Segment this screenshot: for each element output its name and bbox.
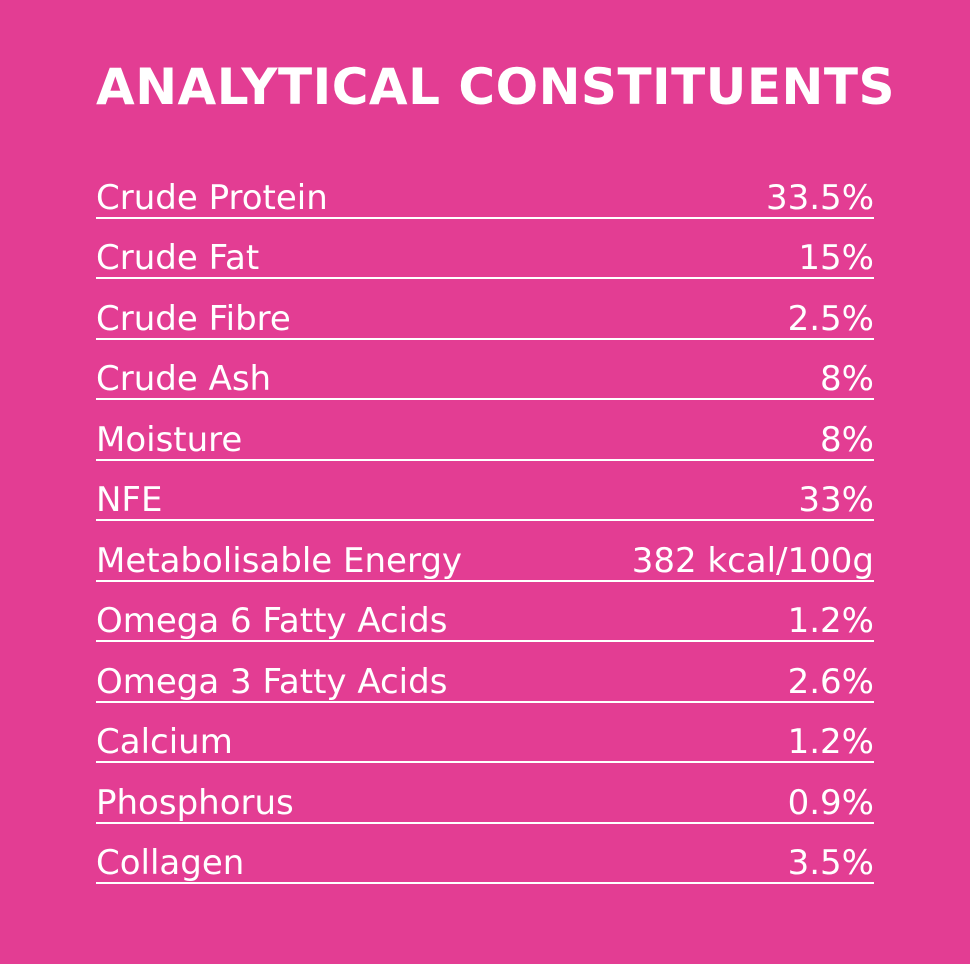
table-row: Collagen 3.5%	[96, 824, 874, 884]
label: Crude Fat	[96, 238, 260, 278]
value: 1.2%	[787, 722, 874, 762]
label: Metabolisable Energy	[96, 540, 463, 581]
label: Omega 3 Fatty Acids	[96, 661, 448, 702]
table-row: Omega 6 Fatty Acids 1.2%	[96, 582, 874, 642]
value: 1.2%	[787, 601, 874, 641]
value: 33.5%	[765, 177, 874, 218]
label: Crude Protein	[96, 177, 328, 218]
table-row: Moisture 8%	[96, 400, 874, 461]
value: 2.6%	[787, 661, 874, 702]
label: Collagen	[96, 843, 245, 883]
table-row: Crude Fat 15%	[96, 219, 874, 279]
value: 2.5%	[787, 298, 874, 339]
table-row: Phosphorus 0.9%	[96, 763, 874, 824]
value: 33%	[798, 480, 874, 520]
label: Crude Fibre	[96, 298, 291, 339]
value: 0.9%	[787, 782, 874, 823]
label: NFE	[96, 480, 163, 520]
label: Calcium	[96, 722, 233, 762]
table: Crude Protein 33.5% Crude Fat 15% Crude Fibr…	[96, 158, 874, 884]
value: 8%	[820, 419, 874, 460]
title: ANALYTICAL CONSTITUENTS	[96, 58, 895, 116]
table-row: Crude Protein 33.5%	[96, 158, 874, 219]
value: 382 kcal/100g	[631, 540, 874, 581]
label: Omega 6 Fatty Acids	[96, 601, 448, 641]
label: Phosphorus	[96, 782, 294, 823]
table-row: Omega 3 Fatty Acids 2.6%	[96, 642, 874, 703]
value: 3.5%	[787, 843, 874, 883]
table-row: Metabolisable Energy 382 kcal/100g	[96, 521, 874, 582]
table-row: Calcium 1.2%	[96, 703, 874, 763]
label: Crude Ash	[96, 359, 272, 399]
table-row: Crude Fibre 2.5%	[96, 279, 874, 340]
table-row: NFE 33%	[96, 461, 874, 521]
table-row: Crude Ash 8%	[96, 340, 874, 400]
label: Moisture	[96, 419, 243, 460]
value: 8%	[820, 359, 874, 399]
value: 15%	[798, 238, 874, 278]
